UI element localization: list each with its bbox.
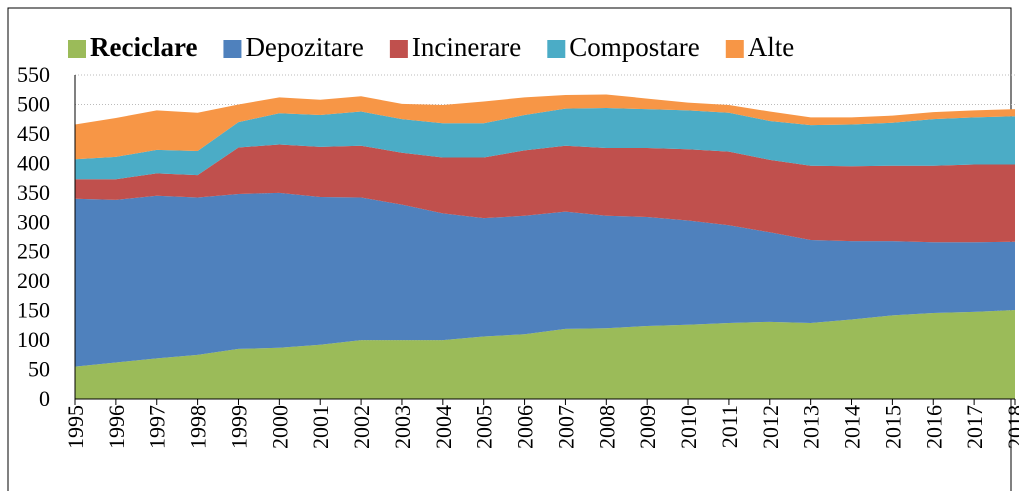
x-tick-label: 2006 xyxy=(513,405,538,449)
legend-label-bold: Reciclare xyxy=(90,32,197,62)
x-tick-label: 2017 xyxy=(962,405,987,449)
x-tick-label: 2015 xyxy=(880,405,905,449)
y-tick-label: 350 xyxy=(17,180,50,205)
x-tick-label: 2010 xyxy=(676,405,701,449)
area xyxy=(75,107,1015,180)
x-tick-label: 2003 xyxy=(390,405,415,449)
x-tick-label: 2004 xyxy=(431,405,456,449)
x-tick-label: 2002 xyxy=(349,405,374,449)
area xyxy=(75,94,1015,160)
y-tick-label: 450 xyxy=(17,121,50,146)
x-tick-label: 1995 xyxy=(63,405,88,449)
x-tick-label: 2009 xyxy=(635,405,660,449)
y-tick-label: 550 xyxy=(17,62,50,87)
legend-swatch xyxy=(68,40,86,58)
area xyxy=(75,144,1015,243)
x-tick-label: 2013 xyxy=(799,405,824,449)
x-tick-label: 2014 xyxy=(840,405,865,449)
legend-swatch xyxy=(547,40,566,58)
x-tick-label: 1998 xyxy=(186,405,211,449)
x-tick-label: 1996 xyxy=(104,405,129,449)
y-tick-label: 500 xyxy=(17,91,50,116)
area xyxy=(75,192,1015,367)
x-tick-label: 2008 xyxy=(594,405,619,449)
x-tick-label: 2011 xyxy=(717,405,742,448)
legend-swatch xyxy=(389,40,408,58)
y-tick-label: 150 xyxy=(17,298,50,323)
x-tick-label: 2005 xyxy=(472,405,497,449)
y-tick-label: 300 xyxy=(17,209,50,234)
x-tick-label: 2018 xyxy=(1003,405,1019,449)
x-tick-label: 2001 xyxy=(308,405,333,449)
legend-label: Alte xyxy=(748,32,795,62)
y-tick-label: 250 xyxy=(17,239,50,264)
x-tick-label: 1997 xyxy=(145,405,170,449)
x-tick-label: 1999 xyxy=(226,405,251,449)
area xyxy=(75,310,1015,399)
legend-label: Compostare xyxy=(569,32,699,62)
y-tick-label: 0 xyxy=(39,386,50,411)
y-tick-label: 100 xyxy=(17,327,50,352)
legend-label: Incinerare xyxy=(412,32,521,62)
y-tick-label: 400 xyxy=(17,150,50,175)
x-tick-label: 2000 xyxy=(267,405,292,449)
y-tick-label: 200 xyxy=(17,268,50,293)
y-tick-label: 50 xyxy=(28,357,50,382)
legend-swatch xyxy=(725,40,744,58)
x-tick-label: 2016 xyxy=(921,405,946,449)
x-tick-label: 2012 xyxy=(758,405,783,449)
legend-label: Depozitare xyxy=(245,32,363,62)
legend-swatch xyxy=(223,40,242,58)
x-tick-label: 2007 xyxy=(553,405,578,449)
